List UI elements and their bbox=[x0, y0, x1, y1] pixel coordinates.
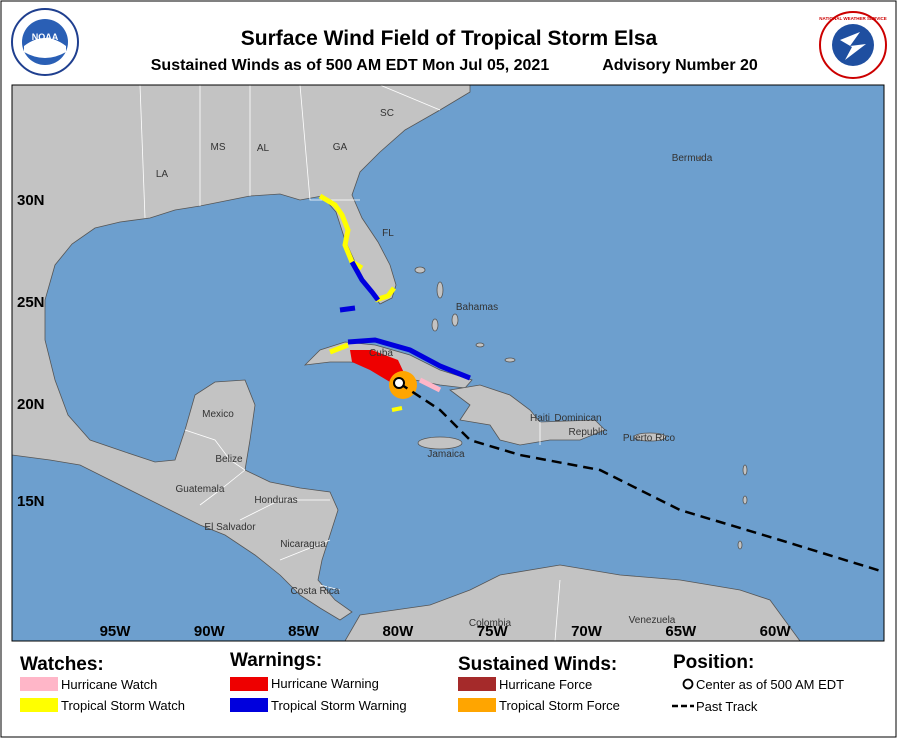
legend-item: Tropical Storm Force bbox=[499, 698, 620, 713]
place-label: Honduras bbox=[254, 495, 297, 506]
place-label: Belize bbox=[215, 454, 243, 465]
place-label: Jamaica bbox=[427, 449, 465, 460]
longitude-label: 60W bbox=[760, 623, 792, 640]
place-label: SC bbox=[380, 108, 394, 119]
latitude-label: 25N bbox=[17, 294, 45, 311]
map: LA MS AL GA SC FL Bermuda Bahamas Cuba Haiti Domin… bbox=[12, 85, 884, 641]
ts-warning bbox=[349, 260, 380, 302]
south-america bbox=[344, 564, 801, 641]
legend-item: Hurricane Warning bbox=[271, 676, 379, 691]
swatch bbox=[682, 678, 694, 690]
ts-watch bbox=[391, 406, 403, 412]
place-label: Venezuela bbox=[629, 615, 676, 626]
place-label: MS bbox=[211, 142, 226, 153]
place-label: Colombia bbox=[469, 618, 512, 629]
map-border bbox=[11, 84, 885, 642]
latitude-label: 30N bbox=[17, 192, 45, 209]
logo-text: NATIONAL WEATHER SERVICE bbox=[819, 16, 886, 21]
legend-heading: Position: bbox=[673, 652, 754, 673]
place-label: Dominican bbox=[554, 413, 601, 424]
longitude-label: 95W bbox=[100, 623, 132, 640]
swatch bbox=[20, 677, 58, 691]
advisory: Advisory Number 20 bbox=[602, 57, 758, 74]
storm-center bbox=[393, 377, 405, 389]
place-label: Puerto Rico bbox=[623, 433, 676, 444]
noaa-logo: NOAA bbox=[11, 8, 79, 76]
ts-watch bbox=[329, 342, 349, 355]
longitude-label: 70W bbox=[571, 623, 603, 640]
puerto-rico bbox=[633, 432, 667, 442]
borders bbox=[139, 85, 561, 641]
legend-item: Tropical Storm Warning bbox=[271, 698, 407, 713]
title: Surface Wind Field of Tropical Storm Els… bbox=[241, 27, 658, 50]
legend-heading: Sustained Winds: bbox=[458, 654, 617, 675]
ts-warning bbox=[339, 305, 356, 313]
jamaica bbox=[417, 436, 463, 450]
legend-item: Past Track bbox=[696, 699, 758, 714]
place-label: Haiti bbox=[530, 413, 550, 424]
legend-heading: Warnings: bbox=[230, 650, 322, 671]
hurricane-warning bbox=[350, 350, 405, 382]
legend-item: Hurricane Watch bbox=[61, 677, 157, 692]
hurricane-watch bbox=[418, 377, 442, 393]
latitude-label: 15N bbox=[17, 493, 45, 510]
place-label: El Salvador bbox=[204, 522, 256, 533]
swatch bbox=[458, 677, 496, 691]
longitude-label: 75W bbox=[477, 623, 509, 640]
place-label: Bermuda bbox=[672, 153, 713, 164]
place-label: Nicaragua bbox=[280, 539, 326, 550]
ts-warning bbox=[347, 337, 471, 381]
legend-item: Tropical Storm Watch bbox=[61, 698, 185, 713]
swatch bbox=[458, 698, 496, 712]
place-label: Mexico bbox=[202, 409, 234, 420]
latitude-label: 20N bbox=[17, 396, 45, 413]
nws-logo: NATIONAL WEATHER SERVICE bbox=[819, 11, 887, 79]
subtitle: Sustained Winds as of 500 AM EDT Mon Jul… bbox=[151, 57, 550, 74]
logo-text: NOAA bbox=[32, 32, 59, 42]
place-label: FL bbox=[382, 228, 394, 239]
legend-item: Hurricane Force bbox=[499, 677, 592, 692]
legend-heading: Watches: bbox=[20, 654, 104, 675]
legend-item: Center as of 500 AM EDT bbox=[696, 677, 844, 692]
islands bbox=[414, 156, 748, 550]
place-label: Cuba bbox=[369, 348, 393, 359]
swatch bbox=[20, 698, 58, 712]
legend: Watches: Hurricane Watch Tropical Storm … bbox=[20, 650, 844, 714]
past-track bbox=[398, 381, 884, 574]
place-label: Bahamas bbox=[456, 302, 498, 313]
place-label: LA bbox=[156, 169, 169, 180]
swatch bbox=[230, 698, 268, 712]
place-label: AL bbox=[257, 143, 270, 154]
hispaniola bbox=[449, 384, 606, 446]
place-label: GA bbox=[333, 142, 348, 153]
longitude-label: 90W bbox=[194, 623, 226, 640]
longitude-label: 65W bbox=[665, 623, 697, 640]
place-label: Costa Rica bbox=[291, 586, 340, 597]
swatch bbox=[230, 677, 268, 691]
longitude-label: 80W bbox=[382, 623, 414, 640]
place-label: Guatemala bbox=[176, 484, 225, 495]
place-label: Republic bbox=[569, 427, 608, 438]
longitude-label: 85W bbox=[288, 623, 320, 640]
north-america bbox=[12, 85, 471, 621]
